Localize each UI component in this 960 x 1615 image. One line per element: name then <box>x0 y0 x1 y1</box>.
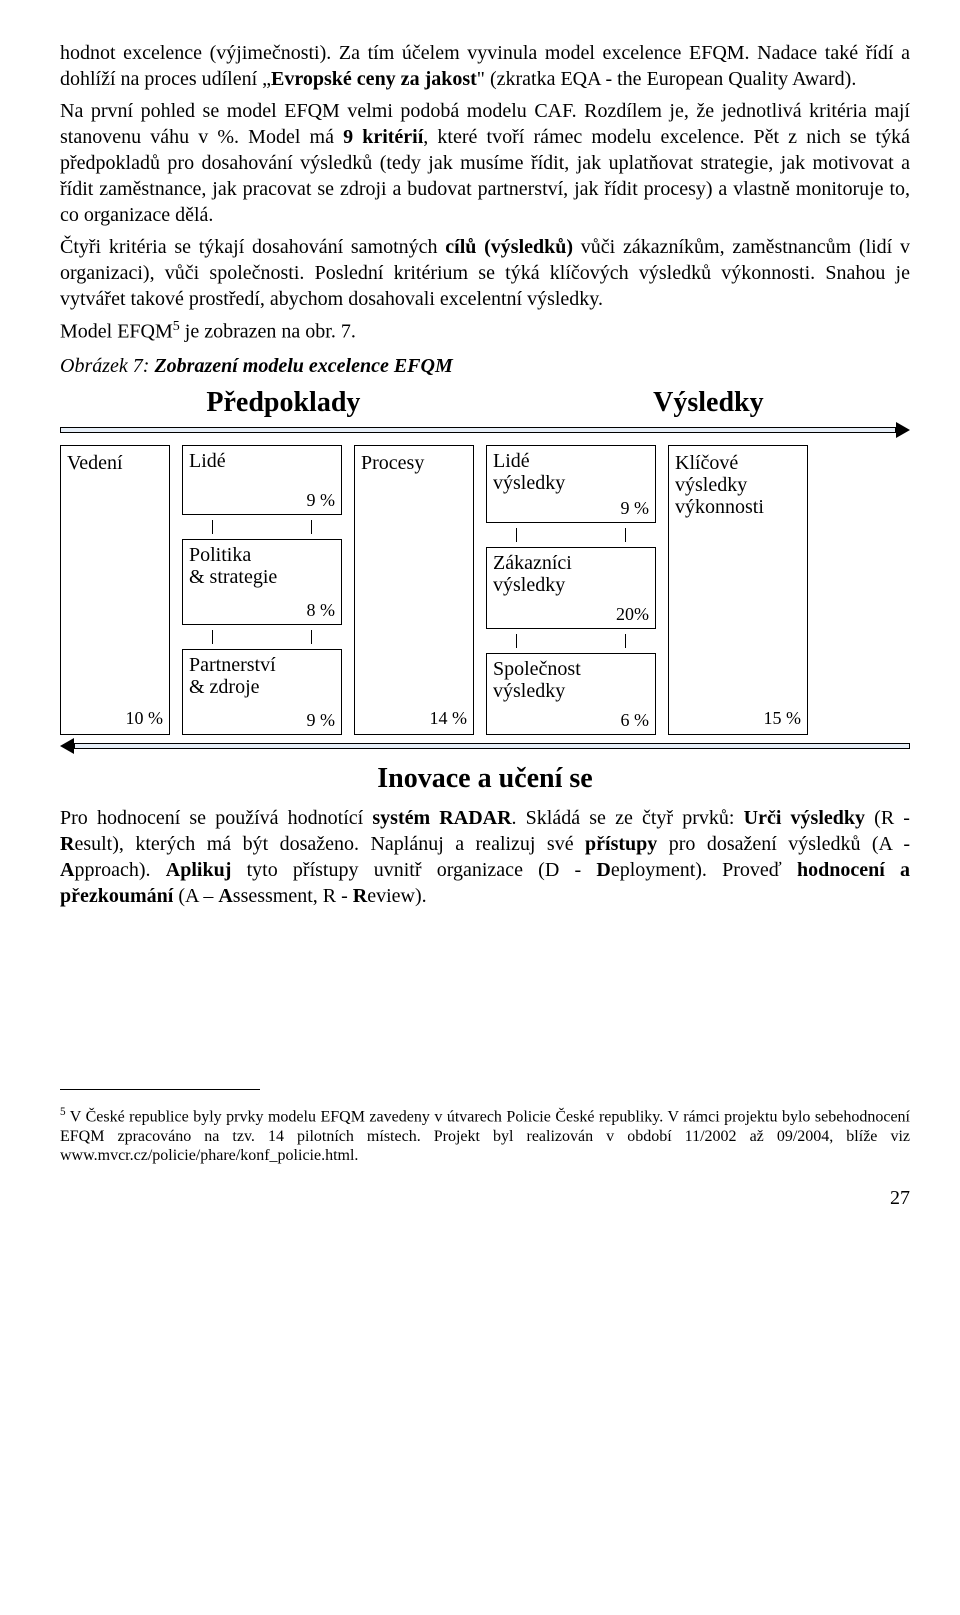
text: ssessment, R - <box>233 885 353 907</box>
box-partnerstvi: Partnerství & zdroje 9 % <box>182 649 342 735</box>
arrow-left-icon <box>60 741 910 751</box>
figure-caption: Obrázek 7: Zobrazení modelu excelence EF… <box>60 353 910 379</box>
text-bold: R <box>60 833 74 855</box>
text: Model EFQM <box>60 321 173 343</box>
text: . Skládá se ze čtyř prvků: <box>512 807 744 829</box>
text-bold: Zobrazení modelu excelence EFQM <box>154 355 452 377</box>
text-bold: D <box>596 859 610 881</box>
connector <box>212 520 312 534</box>
page-number: 27 <box>60 1185 910 1211</box>
box-zakaznici: Zákazníci výsledky 20% <box>486 547 656 629</box>
box-label: výsledky <box>675 474 801 496</box>
arrow-right-icon <box>60 425 910 435</box>
connector <box>516 528 626 542</box>
box-label: & zdroje <box>189 676 335 698</box>
text: Čtyři kritéria se týkají dosahování samo… <box>60 236 445 258</box>
text: Pro hodnocení se používá hodnotící <box>60 807 372 829</box>
box-percent: 9 % <box>493 497 649 520</box>
box-percent: 9 % <box>189 709 335 732</box>
box-label: výsledky <box>493 574 649 596</box>
connector <box>212 630 312 644</box>
box-label: Klíčové <box>675 452 801 474</box>
text: (R - <box>865 807 910 829</box>
connector <box>516 634 626 648</box>
box-procesy: Procesy 14 % <box>354 445 474 735</box>
column-results: Lidé výsledky 9 % Zákazníci výsledky 20%… <box>486 445 656 735</box>
paragraph-1: hodnot excelence (výjimečnosti). Za tím … <box>60 40 910 92</box>
box-percent: 20% <box>493 603 649 626</box>
text-bold: Aplikuj <box>166 859 232 881</box>
text: eployment). Proveď <box>611 859 797 881</box>
text-bold: systém RADAR <box>372 807 511 829</box>
box-label: Lidé <box>493 450 649 472</box>
box-label: Partnerství <box>189 654 335 676</box>
text: eview). <box>367 885 426 907</box>
box-percent: 9 % <box>189 489 335 512</box>
text-bold: A <box>60 859 74 881</box>
box-percent: 8 % <box>189 599 335 622</box>
box-percent: 6 % <box>493 709 649 732</box>
text: pro dosažení výsledků (A - <box>657 833 910 855</box>
diagram-headers: Předpoklady Výsledky <box>60 385 910 421</box>
box-percent: 10 % <box>67 707 163 730</box>
text-bold: cílů (výsledků) <box>445 236 573 258</box>
text: (A – <box>173 885 218 907</box>
box-label: výsledky <box>493 680 649 702</box>
box-label: výkonnosti <box>675 496 801 518</box>
box-percent: 14 % <box>361 707 467 730</box>
text: pproach). <box>74 859 165 881</box>
diagram-bottom-label: Inovace a učení se <box>60 761 910 797</box>
box-lide: Lidé 9 % <box>182 445 342 515</box>
paragraph-5: Pro hodnocení se používá hodnotící systé… <box>60 805 910 909</box>
box-politika: Politika & strategie 8 % <box>182 539 342 625</box>
box-label: Vedení <box>67 452 163 474</box>
box-label: Společnost <box>493 658 649 680</box>
box-label: výsledky <box>493 472 649 494</box>
footnote: 5 V České republice byly prvky modelu EF… <box>60 1106 910 1165</box>
box-label: & strategie <box>189 566 335 588</box>
box-klicove: Klíčové výsledky výkonnosti 15 % <box>668 445 808 735</box>
column-enablers: Lidé 9 % Politika & strategie 8 % Partne… <box>182 445 342 735</box>
box-vedeni: Vedení 10 % <box>60 445 170 735</box>
footnote-text: V České republice byly prvky modelu EFQM… <box>60 1109 910 1164</box>
header-vysledky: Výsledky <box>653 385 763 421</box>
footnote-rule <box>60 1089 260 1090</box>
footnote-ref: 5 <box>173 319 180 334</box>
text-bold: Evropské ceny za jakost <box>271 68 477 90</box>
box-label: Procesy <box>361 452 467 474</box>
paragraph-4: Model EFQM5 je zobrazen na obr. 7. <box>60 318 910 345</box>
paragraph-3: Čtyři kritéria se týkají dosahování samo… <box>60 234 910 312</box>
box-percent: 15 % <box>675 707 801 730</box>
efqm-diagram: Vedení 10 % Lidé 9 % Politika & strategi… <box>60 445 910 735</box>
box-label: Lidé <box>189 450 335 472</box>
header-predpoklady: Předpoklady <box>206 385 360 421</box>
paragraph-2: Na první pohled se model EFQM velmi podo… <box>60 98 910 228</box>
text: Obrázek 7: <box>60 355 154 377</box>
text-bold: přístupy <box>585 833 657 855</box>
text-bold: Urči výsledky <box>744 807 865 829</box>
box-label: Zákazníci <box>493 552 649 574</box>
text: je zobrazen na obr. 7. <box>180 321 356 343</box>
text-bold: 9 kritérií <box>343 126 423 148</box>
box-label: Politika <box>189 544 335 566</box>
text: esult), kterých má být dosaženo. Naplánu… <box>74 833 585 855</box>
box-spolecnost: Společnost výsledky 6 % <box>486 653 656 735</box>
text: " (zkratka EQA - the European Quality Aw… <box>477 68 857 90</box>
text: tyto přístupy uvnitř organizace (D - <box>231 859 596 881</box>
text-bold: A <box>218 885 232 907</box>
text-bold: R <box>353 885 367 907</box>
box-lide-vysledky: Lidé výsledky 9 % <box>486 445 656 523</box>
